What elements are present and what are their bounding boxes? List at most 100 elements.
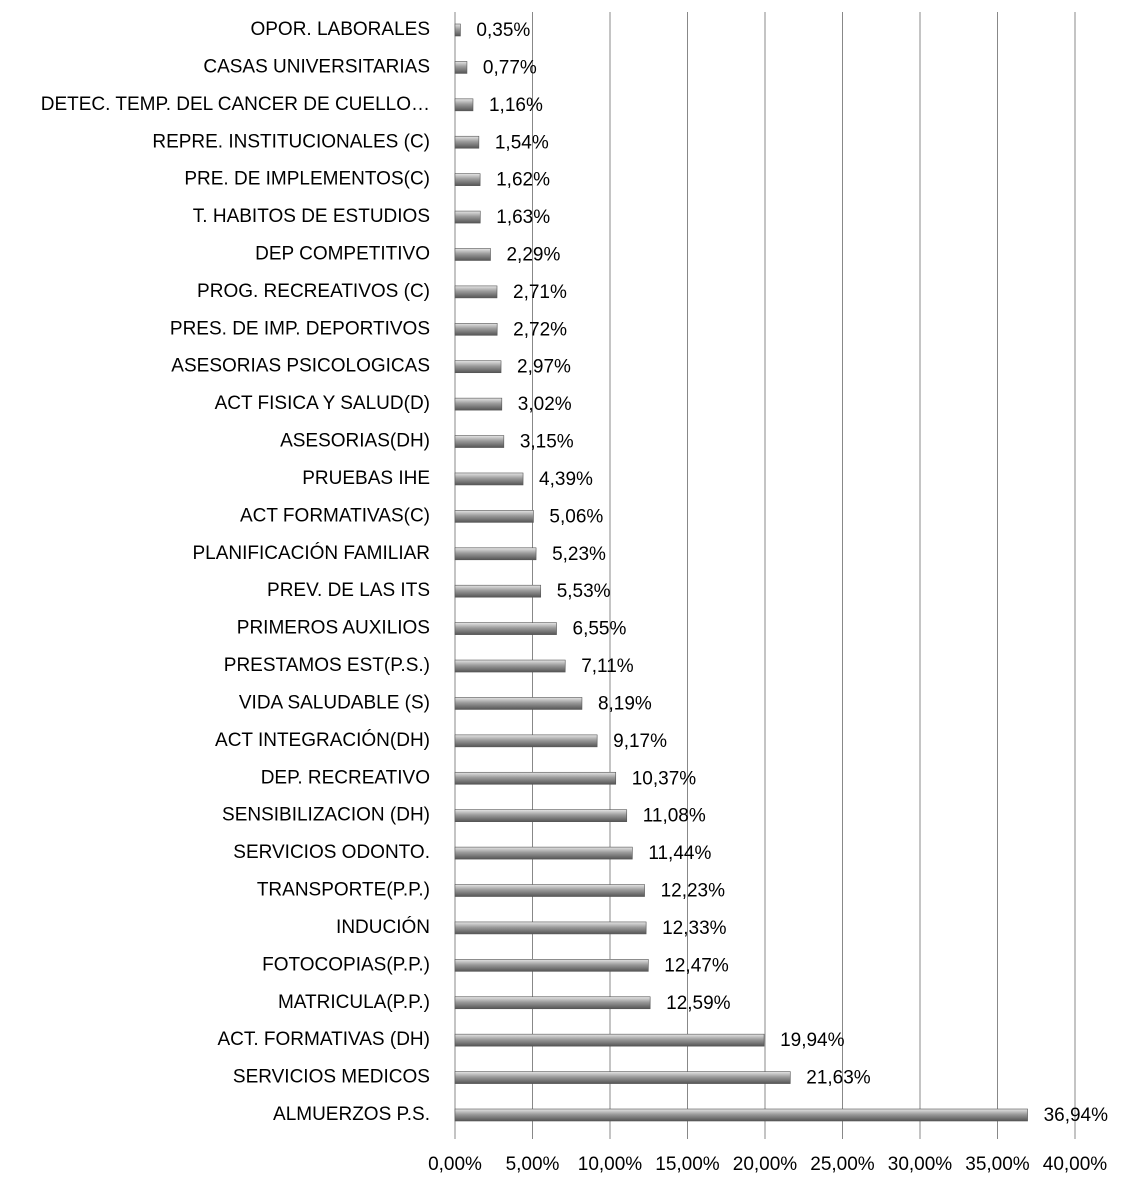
- y-tick-label: REPRE. INSTITUCIONALES (C): [152, 131, 430, 152]
- bar: [454, 1033, 765, 1047]
- y-tick-label: ACT. FORMATIVAS (DH): [217, 1029, 430, 1050]
- bar: [454, 996, 651, 1010]
- y-tick-label: DEP COMPETITIVO: [255, 243, 430, 264]
- x-tick-label: 35,00%: [965, 1154, 1030, 1175]
- y-tick-label: INDUCIÓN: [336, 916, 430, 938]
- y-tick-label: FOTOCOPIAS(P.P.): [262, 954, 430, 975]
- y-tick-label: CASAS UNIVERSITARIAS: [203, 56, 430, 77]
- y-tick-label: ASESORIAS PSICOLOGICAS: [171, 356, 430, 377]
- data-label: 11,08%: [643, 806, 706, 827]
- data-label: 1,62%: [496, 170, 550, 191]
- data-label: 3,02%: [518, 394, 572, 415]
- data-label: 2,72%: [513, 319, 567, 340]
- bar: [454, 360, 502, 374]
- bar: [454, 98, 474, 112]
- data-label: 4,39%: [539, 469, 593, 490]
- y-tick-label: PRES. DE IMP. DEPORTIVOS: [170, 318, 430, 339]
- bar: [454, 135, 480, 149]
- data-label: 21,63%: [806, 1068, 871, 1089]
- x-tick-label: 25,00%: [810, 1154, 875, 1175]
- bar: [454, 61, 468, 74]
- data-label: 2,97%: [517, 357, 571, 378]
- bar: [454, 622, 557, 635]
- y-tick-label: PRIMEROS AUXILIOS: [237, 618, 430, 639]
- bar: [454, 846, 633, 860]
- y-tick-label: SERVICIOS ODONTO.: [233, 842, 430, 863]
- y-tick-label: ACT FORMATIVAS(C): [240, 505, 430, 526]
- data-label: 12,33%: [662, 918, 727, 939]
- data-label: 11,44%: [648, 843, 711, 864]
- bar: [454, 959, 649, 972]
- bar: [454, 584, 542, 598]
- y-tick-label: SERVICIOS MEDICOS: [233, 1067, 430, 1088]
- data-label: 1,63%: [496, 207, 550, 228]
- bar: [454, 734, 598, 748]
- bar: [454, 547, 537, 561]
- bar: [454, 510, 534, 523]
- data-label: 7,11%: [581, 656, 634, 677]
- data-label: 10,37%: [632, 768, 697, 789]
- y-tick-label: PRUEBAS IHE: [302, 468, 430, 489]
- data-label: 8,19%: [598, 693, 652, 714]
- data-label: 9,17%: [613, 731, 667, 752]
- data-label: 5,23%: [552, 544, 606, 565]
- y-tick-label: ACT FISICA Y SALUD(D): [215, 393, 430, 414]
- data-label: 5,06%: [549, 506, 603, 527]
- bar: [454, 472, 524, 486]
- y-tick-label: VIDA SALUDABLE (S): [239, 692, 430, 713]
- data-label: 6,55%: [573, 619, 627, 640]
- y-tick-label: MATRICULA(P.P.): [278, 992, 430, 1013]
- x-tick-label: 0,00%: [428, 1154, 482, 1175]
- y-tick-label: PRE. DE IMPLEMENTOS(C): [184, 169, 430, 190]
- x-tick-label: 5,00%: [506, 1154, 560, 1175]
- x-tick-label: 15,00%: [655, 1154, 720, 1175]
- data-label: 2,29%: [506, 244, 560, 265]
- x-tick-label: 40,00%: [1043, 1154, 1108, 1175]
- bar: [454, 884, 645, 897]
- x-tick-label: 30,00%: [888, 1154, 953, 1175]
- data-label: 0,35%: [476, 20, 530, 41]
- bar: [454, 697, 583, 710]
- bar: [454, 173, 481, 186]
- y-tick-label: T. HABITOS DE ESTUDIOS: [193, 206, 430, 227]
- y-tick-label: ASESORIAS(DH): [280, 431, 430, 452]
- y-tick-label: DEP. RECREATIVO: [261, 767, 430, 788]
- bar: [454, 23, 461, 37]
- bar: [454, 809, 628, 822]
- y-tick-label: PLANIFICACIÓN FAMILIAR: [192, 542, 430, 564]
- data-label: 3,15%: [520, 432, 574, 453]
- bar: [454, 435, 505, 448]
- data-label: 1,16%: [489, 95, 543, 116]
- bar: [454, 285, 498, 299]
- y-tick-label: PREV. DE LAS ITS: [267, 580, 430, 601]
- y-tick-label: ALMUERZOS P.S.: [273, 1104, 430, 1125]
- data-label: 5,53%: [557, 581, 611, 602]
- bar: [454, 771, 617, 785]
- bar: [454, 210, 481, 224]
- data-label: 12,47%: [664, 955, 729, 976]
- data-label: 12,59%: [666, 993, 731, 1014]
- data-label: 2,71%: [513, 282, 567, 303]
- bar: [454, 1108, 1028, 1122]
- bar: [454, 921, 647, 935]
- y-tick-label: DETEC. TEMP. DEL CANCER DE CUELLO…: [41, 94, 430, 115]
- y-tick-label: PROG. RECREATIVOS (C): [197, 281, 430, 302]
- data-label: 12,23%: [661, 881, 726, 902]
- data-label: 19,94%: [780, 1030, 845, 1051]
- bar: [454, 659, 566, 673]
- bar: [454, 397, 503, 411]
- y-tick-label: PRESTAMOS EST(P.S.): [224, 655, 430, 676]
- x-tick-label: 20,00%: [733, 1154, 798, 1175]
- y-tick-label: OPOR. LABORALES: [250, 19, 430, 40]
- bar: [454, 248, 491, 261]
- y-tick-label: ACT INTEGRACIÓN(DH): [215, 729, 430, 751]
- bar: [454, 1071, 791, 1084]
- data-label: 1,54%: [495, 132, 549, 153]
- x-tick-label: 10,00%: [578, 1154, 643, 1175]
- data-label: 36,94%: [1044, 1105, 1109, 1126]
- bar: [454, 323, 498, 336]
- y-tick-label: TRANSPORTE(P.P.): [257, 880, 430, 901]
- y-tick-label: SENSIBILIZACION (DH): [222, 805, 430, 826]
